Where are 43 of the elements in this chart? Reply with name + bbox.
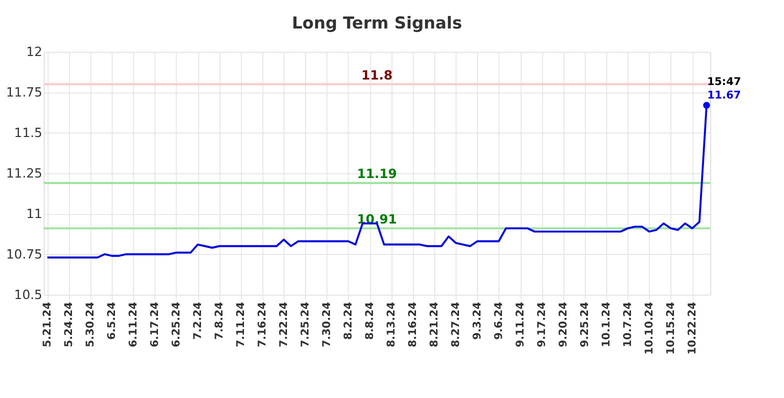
ref-line-label: 11.8 <box>361 67 393 82</box>
x-tick-label: 10.1.24 <box>600 302 613 348</box>
x-tick-label: 8.13.24 <box>384 302 398 348</box>
y-tick-label: 11 <box>26 206 42 222</box>
ref-line-label: 11.19 <box>356 166 397 182</box>
x-tick-label: 8.8.24 <box>363 302 376 340</box>
x-tick-label: 6.5.24 <box>105 302 118 340</box>
y-tick-label: 11.25 <box>6 166 42 181</box>
x-tick-label: 6.25.24 <box>170 302 183 348</box>
x-tick-label: 8.27.24 <box>449 302 462 348</box>
x-tick-label: 7.8.24 <box>212 302 226 340</box>
x-tick-label: 10.22.24 <box>686 302 699 355</box>
x-tick-label: 7.30.24 <box>320 302 334 348</box>
x-tick-label: 5.30.24 <box>84 302 97 348</box>
x-tick-label: 7.11.24 <box>234 302 248 348</box>
x-tick-label: 10.15.24 <box>664 302 678 355</box>
y-tick-label: 10.75 <box>6 246 42 262</box>
y-tick-label: 10.5 <box>14 287 42 302</box>
x-tick-label: 8.2.24 <box>342 302 355 340</box>
x-tick-label: 8.16.24 <box>406 302 420 348</box>
annotation: 15:47 <box>707 74 742 88</box>
x-tick-label: 9.17.24 <box>535 302 548 348</box>
x-tick-label: 5.24.24 <box>62 302 76 348</box>
x-tick-label: 7.22.24 <box>277 302 290 348</box>
x-tick-label: 9.20.24 <box>556 302 570 348</box>
x-tick-label: 10.10.24 <box>642 302 656 355</box>
x-tick-label: 9.6.24 <box>492 302 506 340</box>
y-tick-label: 12 <box>26 44 42 60</box>
x-tick-label: 8.21.24 <box>428 302 441 348</box>
x-tick-label: 6.11.24 <box>126 302 140 348</box>
x-tick-label: 9.25.24 <box>578 302 592 348</box>
x-tick-label: 5.21.24 <box>40 302 54 348</box>
chart-title: Long Term Signals <box>292 14 462 33</box>
x-tick-label: 7.2.24 <box>191 302 204 340</box>
x-tick-label: 7.25.24 <box>298 302 312 348</box>
data-label: 11.67 <box>707 88 741 102</box>
x-tick-label: 7.16.24 <box>256 302 269 348</box>
x-tick-label: 9.11.24 <box>514 302 527 348</box>
x-tick-label: 10.7.24 <box>621 302 634 348</box>
y-tick-label: 11.5 <box>14 125 42 140</box>
x-tick-label: 9.3.24 <box>470 302 484 340</box>
y-tick-label: 11.75 <box>6 84 42 100</box>
x-tick-label: 6.17.24 <box>148 302 162 348</box>
